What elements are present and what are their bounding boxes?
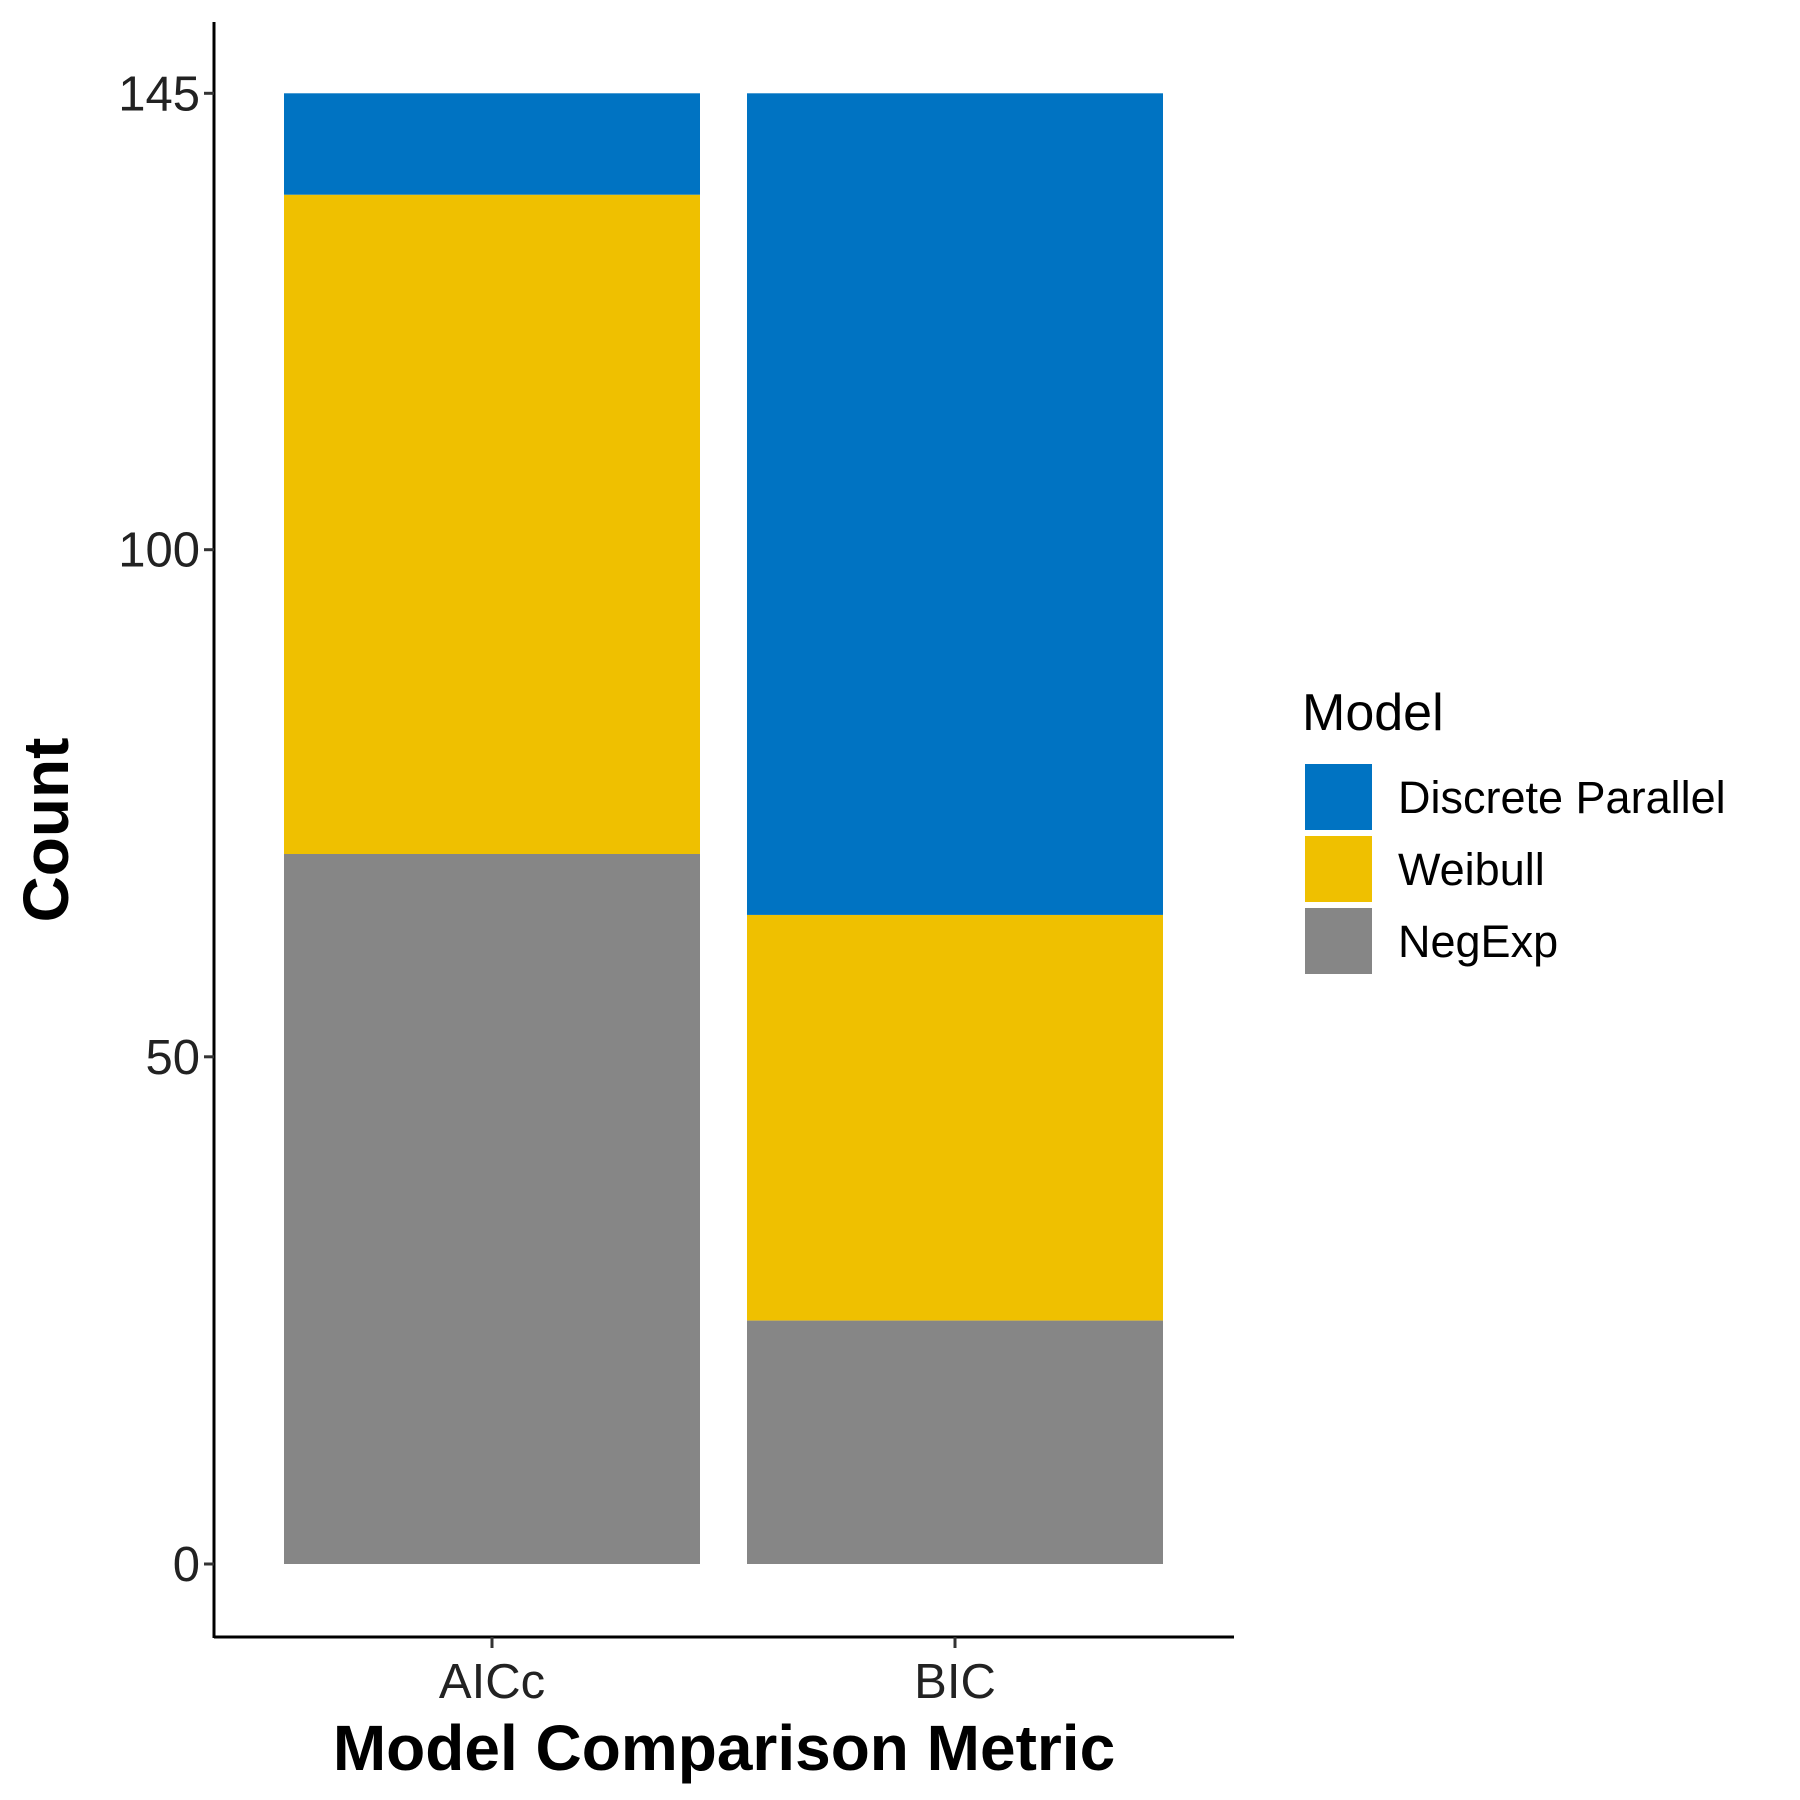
bar-aicc-discrete-parallel (284, 93, 700, 195)
x-tick-label: AICc (439, 1655, 545, 1709)
bar-bic-weibull (747, 914, 1163, 1321)
y-tick-label: 100 (118, 524, 200, 578)
y-tick-label: 50 (145, 1031, 200, 1085)
bars-layer (284, 93, 1163, 1564)
legend-title: Model (1302, 684, 1444, 742)
legend-label-negexp: NegExp (1398, 916, 1558, 967)
legend-label-weibull: Weibull (1398, 844, 1545, 895)
legend-label-discrete-parallel: Discrete Parallel (1398, 772, 1726, 823)
x-axis-title: Model Comparison Metric (333, 1712, 1115, 1784)
bar-aicc-negexp (284, 854, 700, 1564)
legend-key-negexp (1305, 908, 1372, 974)
legend-key-weibull (1305, 836, 1372, 902)
y-tick-label: 0 (173, 1538, 200, 1592)
bar-bic-negexp (747, 1320, 1163, 1564)
y-axis-title: Count (10, 738, 82, 923)
bar-aicc-weibull (284, 194, 700, 854)
y-ticks-layer: 0 50 100 145 (118, 67, 214, 1592)
axes-layer (212, 22, 1234, 1639)
y-tick-label: 145 (118, 67, 200, 121)
legend-key-discrete-parallel (1305, 764, 1372, 830)
x-ticks-layer: AICc BIC (439, 1637, 996, 1709)
bar-bic-discrete-parallel (747, 93, 1163, 915)
legend: Model Discrete Parallel Weibull NegExp (1302, 684, 1726, 974)
x-tick-label: BIC (914, 1655, 996, 1709)
